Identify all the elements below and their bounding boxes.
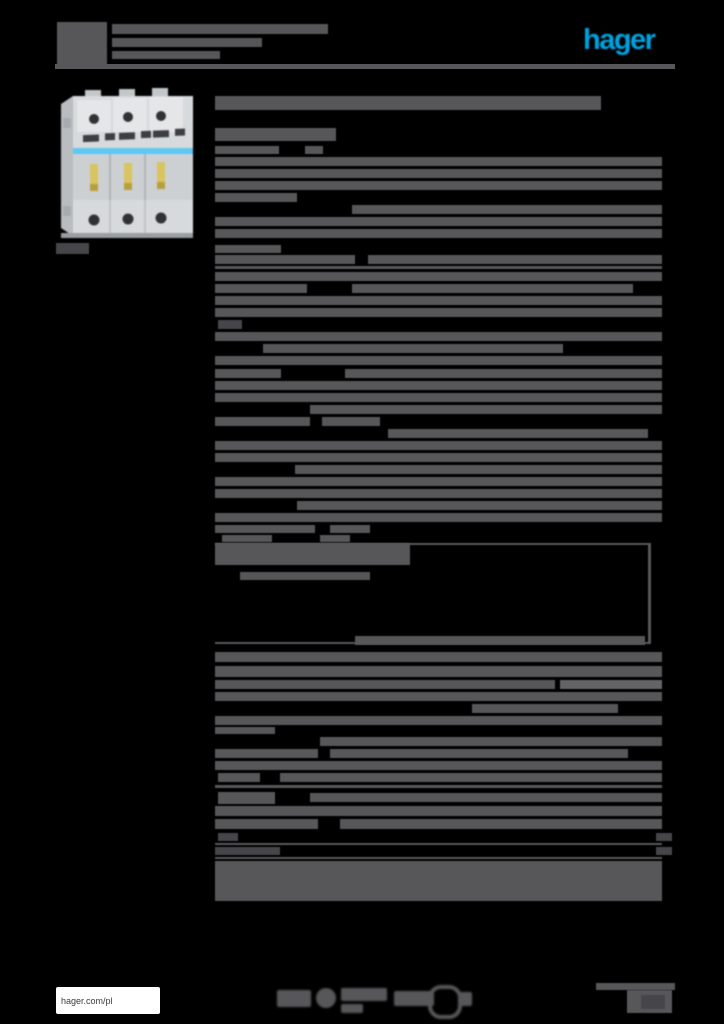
- redacted-line: [320, 737, 662, 746]
- redacted-line: [112, 24, 328, 34]
- redacted-line: [215, 857, 662, 859]
- cert-logo: [277, 990, 311, 1007]
- redacted-line: [215, 441, 662, 450]
- redacted-line: [215, 296, 662, 305]
- redacted-line: [355, 636, 645, 645]
- redacted-line: [215, 543, 410, 565]
- footer-website-box: hager.com/pl: [56, 987, 160, 1014]
- page-number-box: [627, 990, 672, 1013]
- redacted-line: [215, 181, 662, 190]
- redacted-line: [215, 477, 662, 486]
- redacted-line: [305, 146, 323, 154]
- redacted-line: [215, 525, 315, 533]
- redacted-line: [280, 773, 662, 782]
- redacted-line: [215, 193, 297, 202]
- redacted-line: [215, 169, 662, 178]
- redacted-line: [656, 833, 672, 841]
- footer-website-link[interactable]: hager.com/pl: [61, 995, 113, 1006]
- cert-logo: [458, 992, 472, 1006]
- hager-logo: hager: [583, 24, 656, 56]
- cert-logo: [341, 1004, 363, 1013]
- cert-logo: [316, 988, 336, 1008]
- redacted-line: [322, 417, 380, 426]
- redacted-line: [215, 692, 662, 701]
- redacted-line: [240, 572, 370, 580]
- redacted-line: [297, 501, 662, 510]
- redacted-line: [215, 146, 279, 154]
- redacted-line: [215, 245, 281, 253]
- redacted-line: [218, 773, 260, 782]
- redacted-line: [215, 308, 662, 317]
- redacted-line: [215, 266, 662, 269]
- page-number-redacted: [641, 995, 665, 1009]
- redacted-line: [215, 819, 318, 829]
- redacted-line: [215, 489, 662, 498]
- redacted-line: [388, 429, 648, 438]
- redacted-line: [596, 983, 675, 990]
- redacted-line: [112, 38, 262, 47]
- redacted-line: [215, 96, 601, 110]
- redacted-line: [215, 393, 662, 402]
- redacted-line: [215, 785, 662, 788]
- redacted-line: [352, 205, 662, 214]
- redacted-line: [218, 833, 238, 841]
- redacted-line: [330, 749, 628, 758]
- redacted-line: [215, 217, 662, 226]
- redacted-line: [112, 51, 220, 59]
- redacted-line: [263, 344, 563, 353]
- redacted-line: [340, 819, 662, 829]
- redacted-line: [215, 381, 662, 390]
- redacted-line: [215, 847, 280, 855]
- redacted-line: [345, 369, 662, 378]
- redacted-line: [56, 243, 89, 254]
- redacted-line: [215, 356, 662, 365]
- redacted-line: [320, 535, 350, 542]
- redacted-line: [330, 525, 370, 533]
- redacted-line: [215, 417, 310, 426]
- redacted-line: [215, 652, 662, 662]
- redacted-line: [215, 727, 275, 734]
- redacted-line: [215, 157, 662, 166]
- product-image: [61, 88, 193, 238]
- redacted-line: [215, 513, 662, 522]
- redacted-line: [215, 284, 307, 293]
- redacted-line: [215, 843, 662, 845]
- redacted-line: [215, 128, 336, 141]
- header-divider: [55, 64, 675, 69]
- redacted-line: [215, 453, 662, 462]
- cert-logo: [428, 985, 462, 1019]
- redacted-line: [215, 861, 662, 901]
- redacted-line: [215, 716, 662, 725]
- redacted-line: [222, 535, 272, 542]
- redacted-line: [215, 761, 662, 770]
- redacted-line: [218, 320, 242, 329]
- redacted-line: [215, 680, 555, 689]
- redacted-line: [215, 666, 662, 677]
- cert-logo: [341, 988, 387, 1001]
- redacted-line: [215, 332, 662, 341]
- redacted-line: [218, 792, 275, 804]
- redacted-line: [215, 806, 662, 816]
- redacted-line: [368, 255, 662, 264]
- redacted-line: [310, 793, 662, 802]
- redacted-line: [310, 405, 662, 414]
- redacted-line: [560, 680, 662, 689]
- redacted-line: [352, 284, 633, 293]
- redacted-line: [215, 369, 281, 378]
- redacted-line: [215, 229, 662, 238]
- header-thumbnail: [57, 22, 107, 68]
- redacted-line: [215, 272, 662, 281]
- redacted-line: [295, 465, 662, 474]
- redacted-line: [656, 847, 672, 855]
- cert-logo: [394, 991, 434, 1006]
- redacted-line: [215, 749, 318, 758]
- redacted-line: [215, 255, 355, 264]
- redacted-line: [472, 704, 618, 713]
